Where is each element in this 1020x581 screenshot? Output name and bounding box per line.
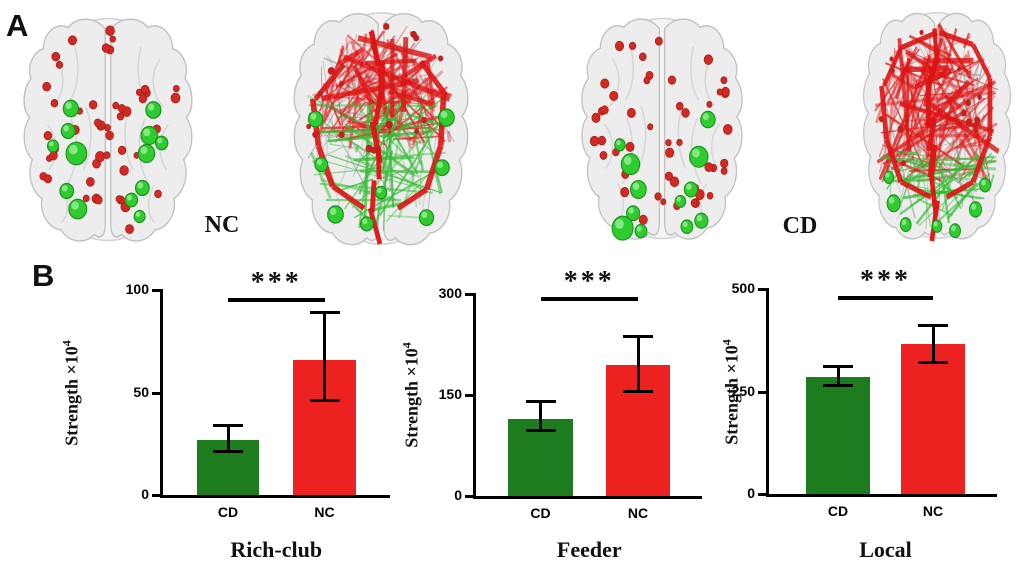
bar-cd — [806, 377, 870, 494]
y-tick-label: 50 — [133, 383, 149, 400]
x-category-label: NC — [922, 503, 944, 519]
y-axis-label-exponent: 4 — [719, 338, 734, 345]
chart-title: Local — [859, 537, 912, 562]
error-bar-cap-top — [823, 365, 853, 369]
y-tick-label: 0 — [454, 487, 462, 503]
y-axis-label: Strength ×104 — [400, 342, 423, 447]
y-tick-mark — [152, 391, 161, 395]
error-bar-line — [836, 366, 840, 386]
y-axis-label-text: Strength ×10 — [61, 345, 82, 446]
x-category-label: CD — [217, 504, 239, 520]
bar-chart-local: 0 250 500 CD NC Strength ×104 *** Local — [715, 265, 1015, 581]
error-bar-line — [931, 325, 935, 363]
y-axis-label: Strength ×104 — [60, 340, 83, 445]
panel-a-label: A — [6, 8, 29, 43]
x-category-label: NC — [314, 504, 335, 520]
y-tick-mark — [758, 288, 767, 291]
error-bar-cap-bottom — [623, 390, 653, 394]
y-tick-label: 150 — [438, 386, 462, 402]
x-category-label: CD — [827, 503, 849, 519]
y-tick-label: 500 — [731, 280, 755, 296]
plot-area: 0 250 500 CD NC — [715, 270, 1015, 581]
x-category-label: CD — [530, 505, 551, 521]
brain-network-cd-image — [863, 11, 1011, 242]
x-axis-line — [473, 496, 702, 499]
y-tick-mark — [465, 394, 474, 397]
bar-chart-rich-club: 0 50 100 CD NC Strength ×104 *** Rich-club — [55, 267, 395, 581]
significance-stars: *** — [563, 266, 615, 297]
chart-title: Rich-club — [230, 537, 323, 562]
y-tick-label: 300 — [438, 285, 462, 301]
y-axis-label-exponent: 4 — [399, 342, 414, 349]
error-bar-line — [226, 425, 230, 452]
y-axis-line — [473, 293, 476, 497]
error-bar-line — [636, 336, 640, 392]
chart-title: Feeder — [556, 537, 622, 562]
y-tick-mark — [758, 493, 767, 496]
bar-nc — [901, 344, 965, 494]
significance-stars: *** — [860, 265, 911, 296]
group-label-nc: NC — [204, 212, 240, 238]
y-axis-label-exponent: 4 — [59, 339, 74, 346]
significance-line — [228, 298, 325, 302]
significance-line — [540, 297, 638, 301]
bar-chart-feeder: 0 150 300 CD NC Strength ×104 *** Feeder — [395, 266, 715, 581]
y-tick-label: 0 — [141, 486, 149, 502]
error-bar-cap-top — [918, 323, 948, 327]
y-tick-mark — [152, 289, 161, 292]
y-axis-label: Strength ×104 — [720, 339, 743, 444]
error-bar-cap-top — [213, 423, 243, 427]
x-axis-line — [766, 494, 997, 497]
x-axis-line — [160, 495, 390, 498]
plot-area: 0 50 100 CD NC — [55, 270, 395, 581]
y-tick-label: 100 — [125, 281, 149, 297]
significance-stars: *** — [250, 267, 302, 298]
y-tick-label: 250 — [731, 382, 755, 399]
error-bar-cap-top — [525, 400, 556, 404]
y-axis-line — [160, 289, 163, 496]
error-bar-line — [539, 401, 542, 431]
brain-nodes-cd-image — [581, 17, 743, 241]
error-bar-line — [323, 312, 326, 401]
error-bar-cap-bottom — [525, 429, 556, 433]
y-tick-mark — [465, 495, 474, 498]
error-bar-cap-bottom — [823, 383, 853, 387]
significance-line — [838, 296, 933, 300]
y-axis-line — [766, 288, 769, 495]
y-tick-label: 0 — [747, 485, 755, 501]
brain-network-nc-image — [293, 12, 469, 246]
error-bar-cap-bottom — [918, 361, 948, 365]
error-bar-cap-top — [623, 334, 653, 338]
panel-b-label: B — [32, 258, 55, 293]
y-tick-mark — [152, 494, 161, 497]
y-axis-label-text: Strength ×10 — [721, 344, 742, 445]
error-bar-cap-bottom — [309, 399, 340, 403]
group-label-cd: CD — [782, 213, 818, 239]
y-tick-mark — [758, 390, 767, 394]
x-category-label: NC — [627, 505, 649, 521]
plot-area: 0 150 300 CD NC — [395, 270, 715, 581]
error-bar-cap-bottom — [213, 450, 243, 454]
y-axis-label-text: Strength ×10 — [401, 348, 422, 448]
brain-nodes-nc-image — [23, 17, 193, 242]
error-bar-cap-top — [309, 311, 340, 315]
y-tick-mark — [465, 293, 474, 296]
